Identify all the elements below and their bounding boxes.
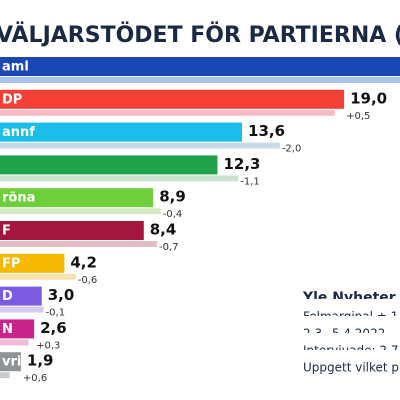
bar-label: F (2, 224, 11, 239)
bar-label: DP (2, 92, 22, 107)
change-label: -0,1 (46, 308, 66, 319)
chart-title: VÄLJARSTÖDET FÖR PARTIERNA ( (0, 22, 400, 48)
bar (0, 319, 35, 339)
change-label: -1,1 (240, 176, 260, 187)
bar (0, 352, 21, 372)
change-label: -0,6 (78, 275, 98, 286)
bar-label: N (2, 322, 13, 337)
value-label: 3,0 (48, 286, 75, 304)
previous-bar (0, 273, 76, 280)
bar-label: FP (2, 256, 20, 271)
bar (0, 122, 243, 142)
previous-bar (0, 208, 161, 215)
previous-bar (0, 175, 239, 182)
bar (0, 188, 154, 208)
bar-label: röna (2, 191, 35, 206)
bar (0, 89, 345, 109)
bar (0, 57, 400, 76)
previous-bar (0, 372, 10, 379)
bar (0, 286, 42, 306)
bar-label: annf (2, 125, 35, 140)
bar (0, 155, 218, 175)
change-label: +0,3 (36, 340, 60, 351)
change-label: +0,5 (346, 111, 370, 122)
previous-bar (0, 77, 400, 83)
value-label: 8,9 (159, 188, 186, 206)
previous-bar (0, 241, 157, 247)
value-label: 1,9 (27, 352, 54, 370)
bar-label: aml (2, 60, 29, 75)
change-label: -0,4 (163, 209, 183, 220)
bar (0, 253, 65, 273)
previous-bar (0, 142, 280, 149)
value-label: 8,4 (150, 221, 177, 239)
note-bg (300, 333, 400, 350)
value-label: 19,0 (350, 89, 387, 107)
bar-label: vriga (2, 355, 39, 370)
bar (0, 221, 144, 240)
value-label: 4,2 (70, 253, 97, 271)
note-bg (300, 282, 400, 299)
value-label: 2,6 (40, 319, 67, 337)
previous-bar (0, 339, 29, 346)
value-label: 13,6 (248, 122, 285, 140)
note: Uppgett vilket p (303, 361, 399, 375)
previous-bar (0, 109, 335, 116)
bar-label: D (2, 289, 13, 304)
note-bg (300, 316, 400, 333)
value-label: 12,3 (223, 155, 260, 173)
change-label: -0,7 (159, 242, 179, 253)
previous-bar (0, 306, 44, 313)
change-label: -2,0 (282, 144, 302, 155)
change-label: +0,6 (23, 373, 47, 384)
note-bg (300, 299, 400, 316)
note-bg (300, 350, 400, 367)
